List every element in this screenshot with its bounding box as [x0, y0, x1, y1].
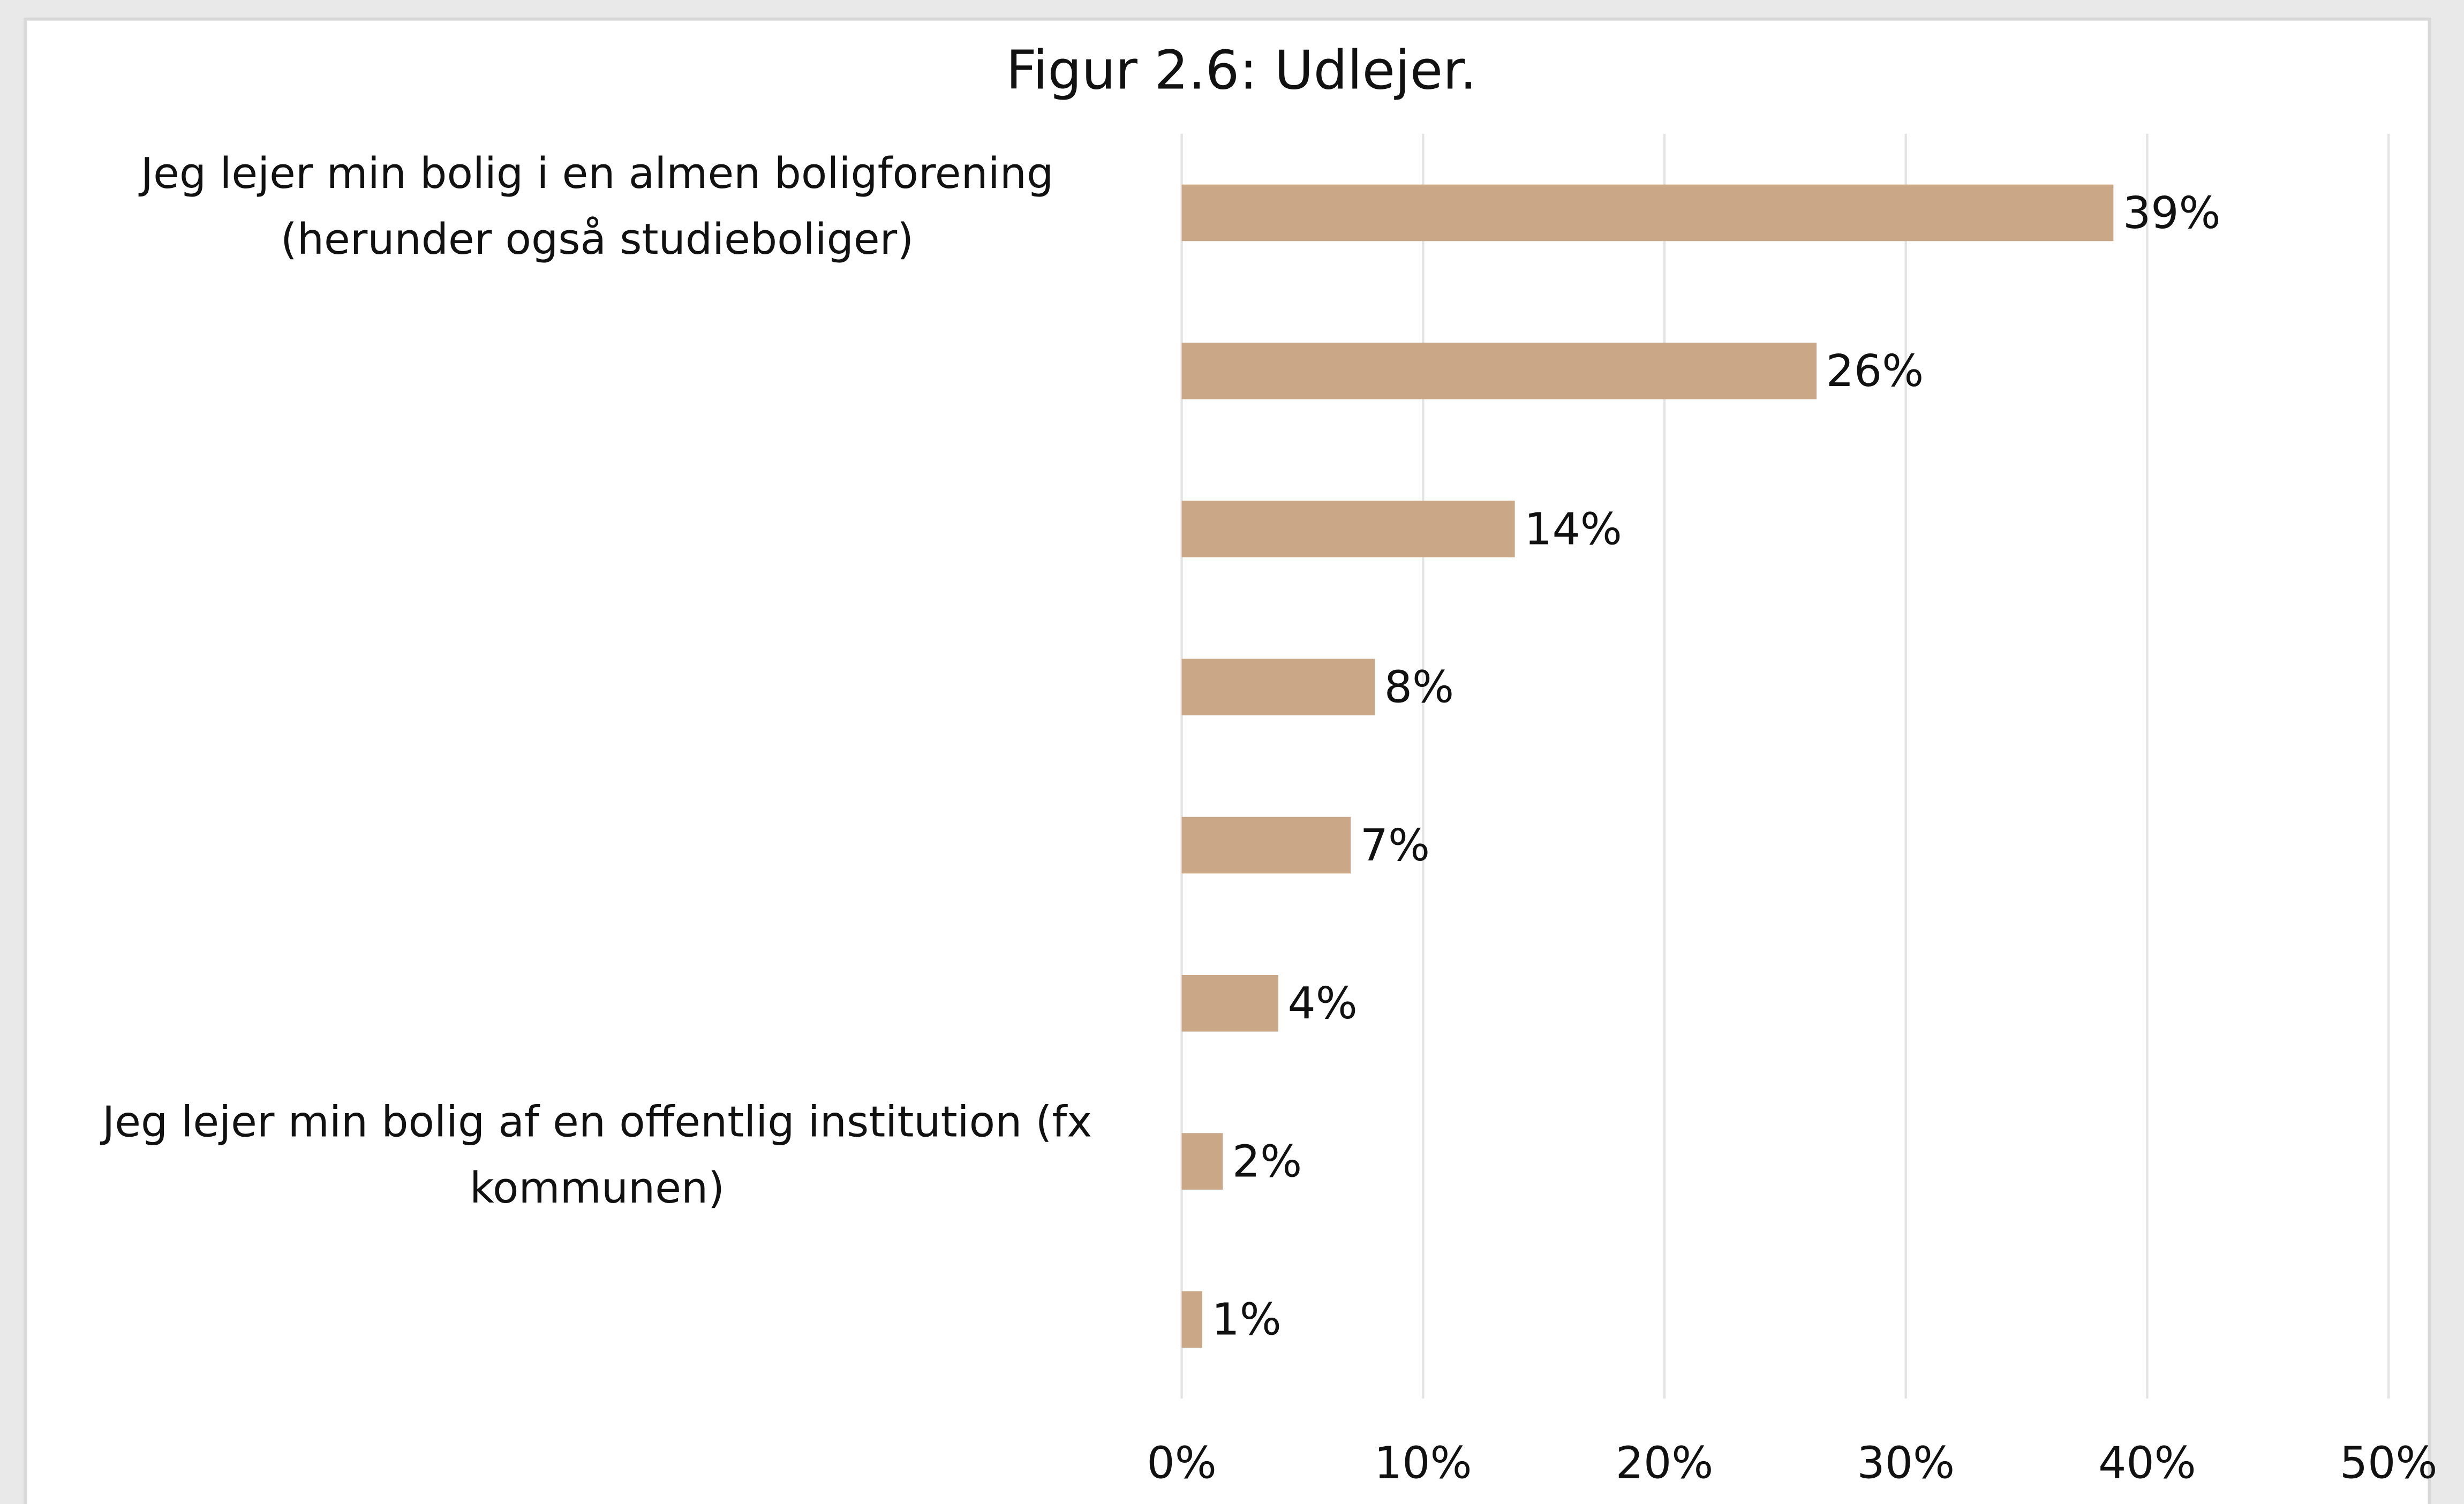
chart-title: Figur 2.6: Udlejer. — [1006, 39, 1477, 102]
bar — [1181, 974, 1278, 1032]
y-tick-label: Jeg lejer min bolig i en almen boligfore… — [138, 148, 1053, 264]
x-tick-label: 30% — [1857, 1438, 1955, 1489]
x-tick-label: 0% — [1147, 1438, 1216, 1489]
y-tick-label: Jeg lejer min bolig af en offentlig inst… — [100, 1097, 1092, 1213]
x-tick-label: 20% — [1616, 1438, 1714, 1489]
bar — [1181, 342, 1817, 399]
data-label: 2% — [1232, 1136, 1302, 1187]
bar — [1181, 1133, 1223, 1190]
x-tick-label: 50% — [2340, 1438, 2438, 1489]
data-label: 39% — [2123, 188, 2221, 239]
bar — [1181, 184, 2114, 241]
data-label: 14% — [1524, 504, 1622, 555]
bar — [1181, 659, 1375, 716]
x-tick-label: 10% — [1374, 1438, 1472, 1489]
data-label: 8% — [1384, 662, 1454, 713]
data-label: 7% — [1360, 820, 1430, 871]
data-label: 1% — [1212, 1295, 1282, 1346]
bar — [1181, 501, 1515, 557]
bar — [1181, 1291, 1202, 1348]
x-tick-label: 40% — [2098, 1438, 2196, 1489]
data-label: 4% — [1287, 978, 1357, 1029]
chart-frame — [24, 17, 2431, 1504]
data-label: 26% — [1826, 346, 1924, 397]
bar — [1181, 817, 1351, 874]
